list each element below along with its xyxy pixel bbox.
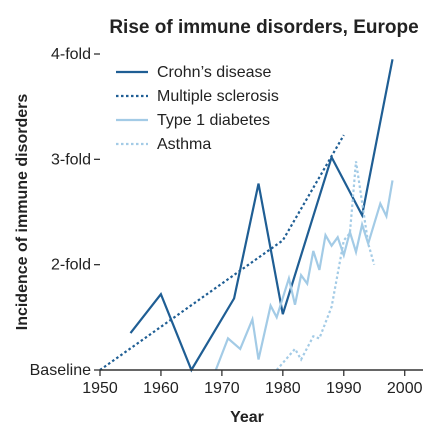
legend-label: Multiple sclerosis bbox=[157, 88, 279, 105]
x-tick-label: 1950 bbox=[82, 380, 118, 397]
legend-label: Asthma bbox=[157, 136, 211, 153]
y-tick-label: 2-fold bbox=[51, 257, 91, 274]
series-line-asthma bbox=[275, 161, 376, 371]
y-axis-label: Incidence of immune disorders bbox=[14, 94, 31, 331]
legend-item-multiple-sclerosis: Multiple sclerosis bbox=[116, 88, 279, 105]
y-tick-label: 3-fold bbox=[51, 151, 91, 168]
x-tick-label: 1970 bbox=[204, 380, 240, 397]
y-tick-label: Baseline bbox=[30, 362, 91, 379]
axes: 1950 1960 1970 1980 1990 2000 Baseline 2-fold 3-… bbox=[30, 46, 423, 397]
x-tick-label: 1990 bbox=[326, 380, 362, 397]
series-line-crohn-s-disease bbox=[129, 59, 394, 373]
legend-label: Type 1 diabetes bbox=[157, 112, 270, 129]
legend-item-type-1-diabetes: Type 1 diabetes bbox=[116, 112, 270, 129]
x-tick-label: 1960 bbox=[143, 380, 179, 397]
plot-area bbox=[99, 59, 394, 373]
legend-item-crohn-s-disease: Crohn’s disease bbox=[116, 64, 272, 81]
series-line-type-1-diabetes bbox=[214, 180, 394, 371]
x-axis-label: Year bbox=[230, 409, 264, 426]
x-tick-label: 1980 bbox=[265, 380, 301, 397]
series-line-multiple-sclerosis bbox=[99, 134, 345, 371]
legend-item-asthma: Asthma bbox=[116, 136, 211, 153]
x-tick-label: 2000 bbox=[387, 380, 423, 397]
legend: Crohn’s disease Multiple sclerosis Type 1 … bbox=[116, 64, 279, 153]
legend-label: Crohn’s disease bbox=[157, 64, 272, 81]
y-tick-label: 4-fold bbox=[51, 46, 91, 63]
chart-title: Rise of immune disorders, Europe bbox=[109, 17, 418, 38]
